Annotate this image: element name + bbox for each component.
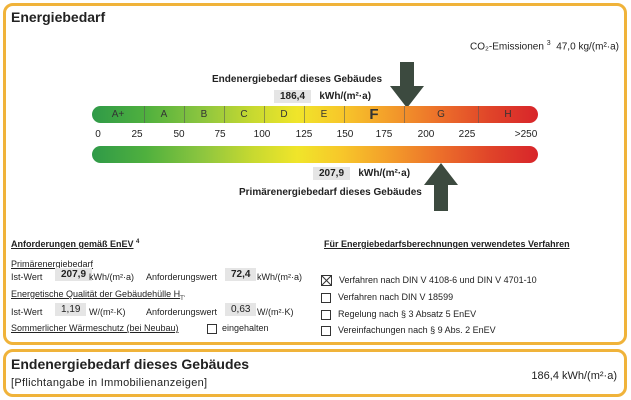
end-energy-arrow-icon bbox=[390, 62, 424, 108]
class-separator bbox=[478, 106, 479, 123]
req-value-unit: kWh/(m²·a) bbox=[257, 272, 302, 282]
end-energy-readout: 186,4 kWh/(m²·a) bbox=[274, 90, 372, 103]
scale-tick-label: 150 bbox=[336, 129, 354, 140]
req-value-label: Anforderungswert bbox=[146, 272, 218, 282]
class-separator bbox=[184, 106, 185, 123]
summer-protection-option[interactable]: eingehalten bbox=[207, 323, 269, 334]
method-checkbox[interactable] bbox=[321, 309, 331, 320]
req2-value-unit: W/(m²·K) bbox=[257, 307, 294, 317]
req2-value-label: Anforderungswert bbox=[146, 307, 218, 317]
summer-protection-checkbox[interactable] bbox=[207, 323, 217, 334]
scale-tick-label: 25 bbox=[131, 129, 143, 140]
primary-energy-unit: kWh/(m²·a) bbox=[358, 168, 411, 179]
method-option-label: Verfahren nach DIN V 18599 bbox=[338, 292, 454, 302]
primary-energy-arrow-icon bbox=[424, 163, 458, 211]
method-option-label: Verfahren nach DIN V 4108-6 und DIN V 47… bbox=[339, 275, 537, 285]
class-separator bbox=[304, 106, 305, 123]
efficiency-class-e: E bbox=[320, 109, 328, 120]
efficiency-class-c: C bbox=[240, 109, 248, 120]
method-option[interactable]: Verfahren nach DIN V 4108-6 und DIN V 47… bbox=[321, 275, 537, 287]
panel-title: Energiebedarf bbox=[11, 9, 106, 25]
summary-panel bbox=[3, 349, 627, 397]
primary-energy-heading: Primärenergiebedarf bbox=[11, 259, 94, 269]
efficiency-class-h: H bbox=[504, 109, 512, 120]
ist-value-unit: kWh/(m²·a) bbox=[89, 272, 134, 282]
method-checkbox[interactable] bbox=[321, 325, 331, 336]
method-option[interactable]: Regelung nach § 3 Absatz 5 EnEV bbox=[321, 309, 476, 320]
footer-title: Endenergiebedarf dieses Gebäudes bbox=[11, 356, 250, 372]
method-checkbox-checked[interactable] bbox=[321, 275, 332, 287]
co2-footnote: 3 bbox=[546, 40, 551, 47]
scale-tick-label: >250 bbox=[514, 129, 538, 140]
primary-energy-readout: 207,9 kWh/(m²·a) bbox=[313, 167, 411, 180]
efficiency-class-b: B bbox=[200, 109, 208, 120]
end-energy-unit: kWh/(m²·a) bbox=[319, 91, 372, 102]
scale-tick-label: 0 bbox=[95, 129, 101, 140]
end-energy-label: Endenergiebedarf dieses Gebäudes bbox=[212, 74, 383, 85]
efficiency-class-a: A bbox=[160, 109, 168, 120]
ist-value: 207,9 bbox=[55, 268, 93, 281]
ist-value-label: Ist-Wert bbox=[11, 272, 43, 282]
efficiency-class-f: F bbox=[369, 106, 379, 123]
method-checkbox[interactable] bbox=[321, 292, 331, 303]
scale-tick-label: 225 bbox=[458, 129, 476, 140]
class-separator bbox=[264, 106, 265, 123]
primary-energy-value: 207,9 bbox=[313, 167, 351, 180]
envelope-quality-heading: Energetische Qualität der Gebäudehülle H… bbox=[11, 289, 185, 302]
class-separator bbox=[404, 106, 405, 123]
efficiency-class-scale: A+ A B C D E F G H bbox=[92, 106, 538, 123]
co2-value: 47,0 bbox=[556, 41, 576, 53]
co2-unit: kg/(m²·a) bbox=[578, 41, 619, 53]
efficiency-class-g: G bbox=[437, 109, 445, 120]
scale-tick-label: 125 bbox=[295, 129, 313, 140]
req-value: 72,4 bbox=[225, 268, 257, 281]
method-option[interactable]: Vereinfachungen nach § 9 Abs. 2 EnEV bbox=[321, 325, 496, 336]
footer-value: 186,4 kWh/(m²·a) bbox=[531, 370, 617, 382]
method-option-label: Vereinfachungen nach § 9 Abs. 2 EnEV bbox=[338, 325, 496, 335]
efficiency-class-aplus: A+ bbox=[111, 109, 125, 120]
efficiency-class-d: D bbox=[280, 109, 288, 120]
class-separator bbox=[224, 106, 225, 123]
scale-tick-label: 200 bbox=[417, 129, 435, 140]
req2-value: 0,63 bbox=[225, 303, 257, 316]
methods-heading: Für Energiebedarfsberechnungen verwendet… bbox=[324, 239, 570, 249]
ist2-value-unit: W/(m²·K) bbox=[89, 307, 126, 317]
primary-energy-scale bbox=[92, 146, 538, 163]
scale-tick-label: 175 bbox=[375, 129, 393, 140]
class-separator bbox=[344, 106, 345, 123]
footer-subtitle: [Pflichtangabe in Immobilienanzeigen] bbox=[11, 377, 208, 389]
method-option[interactable]: Verfahren nach DIN V 18599 bbox=[321, 292, 453, 303]
primary-energy-label: Primärenergiebedarf dieses Gebäudes bbox=[239, 187, 422, 198]
class-separator bbox=[144, 106, 145, 123]
summer-protection-label: Sommerlicher Wärmeschutz (bei Neubau) bbox=[11, 323, 179, 333]
co2-emissions: CO₂-Emissionen 3 47,0 kg/(m²·a) bbox=[470, 40, 619, 52]
end-energy-value: 186,4 bbox=[274, 90, 312, 103]
ist2-value-label: Ist-Wert bbox=[11, 307, 43, 317]
co2-label: CO₂-Emissionen bbox=[470, 41, 544, 53]
method-option-label: Regelung nach § 3 Absatz 5 EnEV bbox=[338, 309, 477, 319]
ist2-value: 1,19 bbox=[55, 303, 87, 316]
scale-tick-label: 50 bbox=[173, 129, 185, 140]
scale-tick-label: 100 bbox=[253, 129, 271, 140]
requirements-heading: Anforderungen gemäß EnEV 4 bbox=[11, 239, 140, 249]
scale-tick-label: 75 bbox=[214, 129, 226, 140]
